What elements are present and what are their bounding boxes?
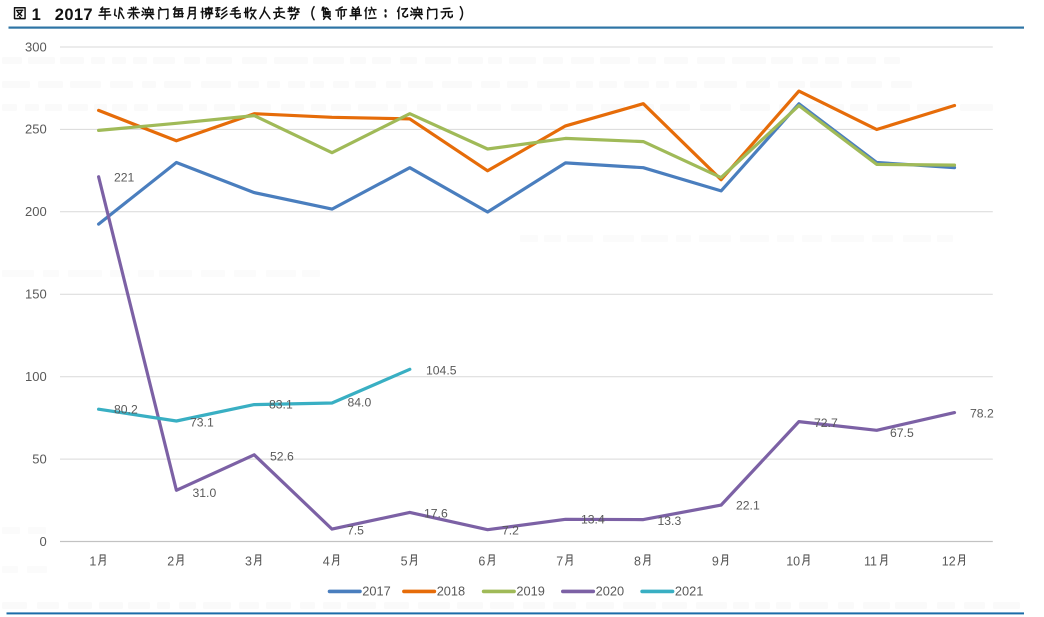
svg-text:73.1: 73.1 <box>190 416 214 430</box>
svg-text:52.6: 52.6 <box>270 450 294 464</box>
svg-text:84.0: 84.0 <box>348 396 372 410</box>
svg-text:7.2: 7.2 <box>502 524 519 538</box>
svg-text:12: 12 <box>942 555 956 569</box>
svg-text:10: 10 <box>786 555 800 569</box>
svg-text:11: 11 <box>864 555 877 569</box>
svg-text:300: 300 <box>25 39 47 54</box>
svg-text:31.0: 31.0 <box>193 486 217 500</box>
svg-text:50: 50 <box>32 451 46 466</box>
svg-text:6: 6 <box>478 555 485 569</box>
svg-text:72.7: 72.7 <box>814 416 838 430</box>
svg-text:1: 1 <box>32 6 41 24</box>
svg-text:2019: 2019 <box>516 584 544 599</box>
svg-text:7: 7 <box>556 555 563 569</box>
svg-text:100: 100 <box>25 369 47 384</box>
svg-text:2017: 2017 <box>55 6 93 24</box>
svg-text:78.2: 78.2 <box>970 407 994 421</box>
svg-text:250: 250 <box>25 122 47 137</box>
svg-text:17.6: 17.6 <box>424 507 448 521</box>
svg-text:1: 1 <box>89 555 96 569</box>
svg-text:80.2: 80.2 <box>114 403 138 417</box>
svg-text:2017: 2017 <box>362 584 390 599</box>
svg-text:221: 221 <box>114 171 135 185</box>
svg-text:83.1: 83.1 <box>269 398 293 412</box>
svg-text:4: 4 <box>323 555 330 569</box>
svg-text:200: 200 <box>25 204 47 219</box>
svg-text:22.1: 22.1 <box>736 499 760 513</box>
svg-text:2021: 2021 <box>675 584 703 599</box>
svg-text:104.5: 104.5 <box>426 364 457 378</box>
svg-text:13.3: 13.3 <box>658 514 682 528</box>
svg-text:2020: 2020 <box>596 584 624 599</box>
svg-text:7.5: 7.5 <box>347 524 364 538</box>
svg-text:8: 8 <box>634 555 641 569</box>
svg-text:0: 0 <box>39 534 46 549</box>
svg-text:150: 150 <box>25 287 47 302</box>
svg-text:2018: 2018 <box>437 584 465 599</box>
svg-text:13.4: 13.4 <box>581 513 605 527</box>
svg-text:67.5: 67.5 <box>890 426 914 440</box>
svg-text:3: 3 <box>245 555 252 569</box>
svg-text:2: 2 <box>167 555 174 569</box>
svg-text:5: 5 <box>401 555 408 569</box>
svg-text:9: 9 <box>712 555 719 569</box>
